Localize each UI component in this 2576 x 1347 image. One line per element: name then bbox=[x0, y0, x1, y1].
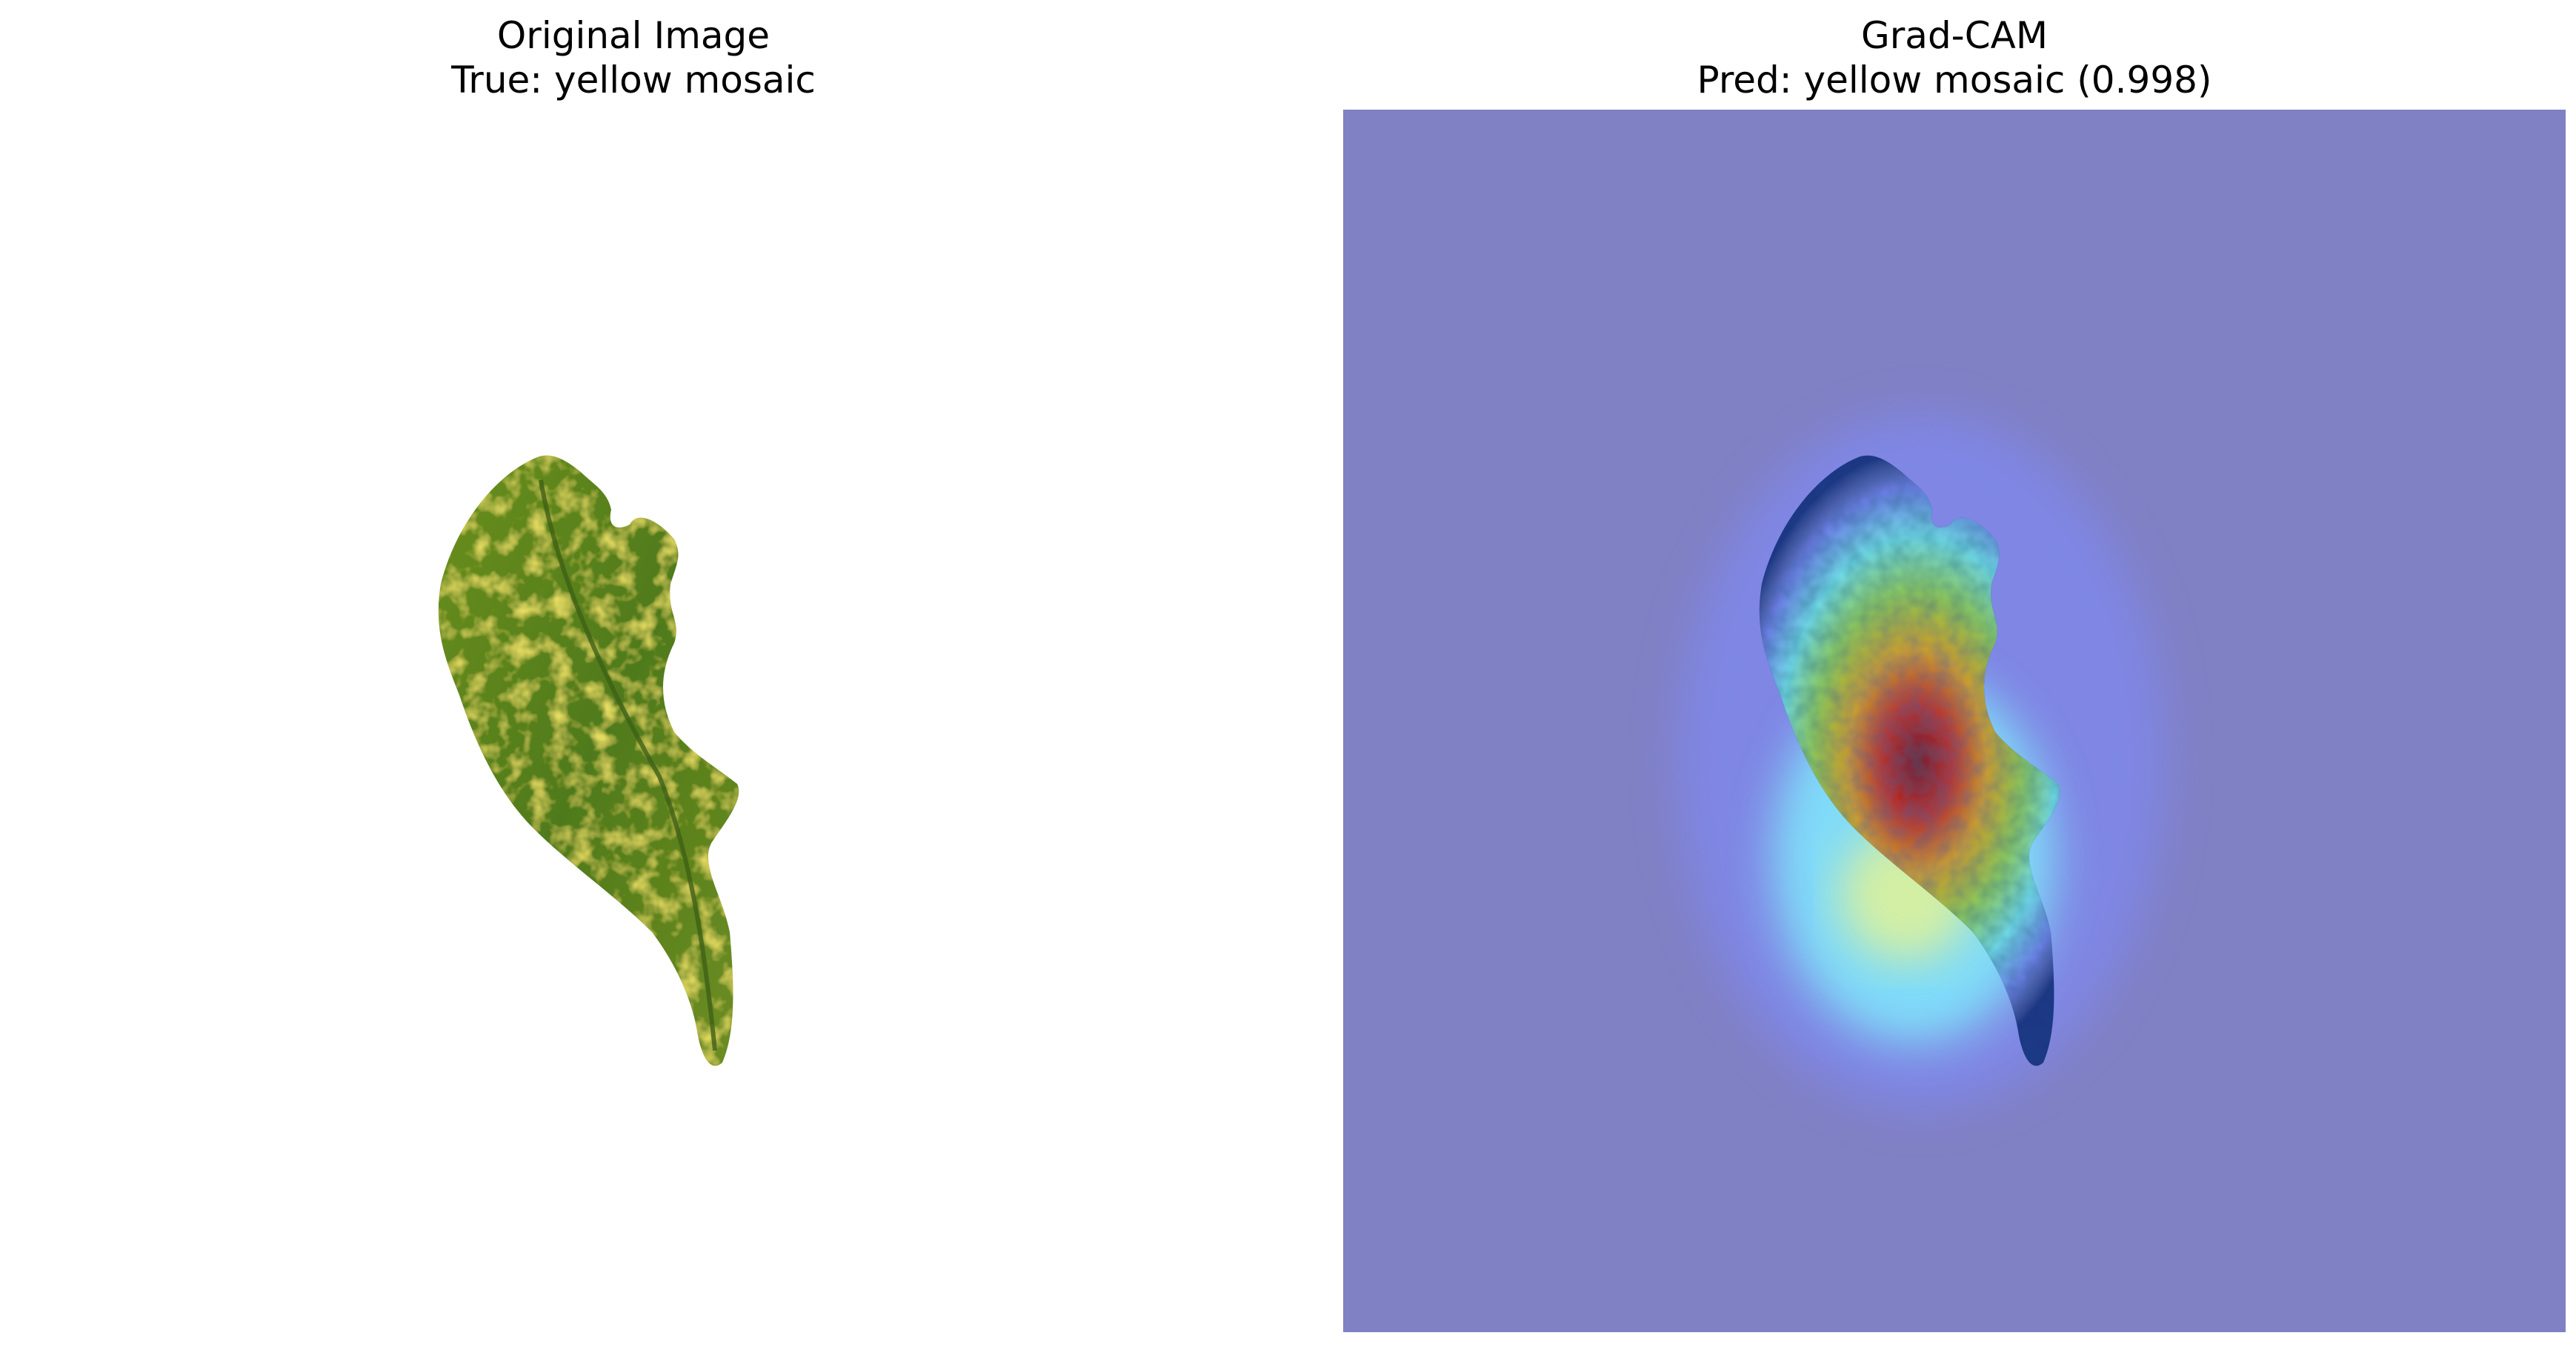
original-leaf-svg bbox=[22, 110, 1245, 1332]
gradcam-svg bbox=[1343, 110, 2566, 1332]
gradcam-title: Grad-CAM Pred: yellow mosaic (0.998) bbox=[1343, 13, 2566, 102]
gradcam-title-line: Grad-CAM bbox=[1861, 14, 2048, 57]
leaf-shape bbox=[438, 455, 739, 1066]
original-leaf-image bbox=[22, 110, 1245, 1332]
original-image-true-label: True: yellow mosaic bbox=[451, 59, 816, 102]
original-image-title: Original Image True: yellow mosaic bbox=[22, 13, 1245, 102]
original-image-title-line: Original Image bbox=[496, 14, 771, 57]
leaf-midrib bbox=[539, 479, 717, 1051]
gradcam-heatmap-image bbox=[1343, 110, 2566, 1332]
gradcam-pred-label: Pred: yellow mosaic (0.998) bbox=[1697, 59, 2212, 102]
